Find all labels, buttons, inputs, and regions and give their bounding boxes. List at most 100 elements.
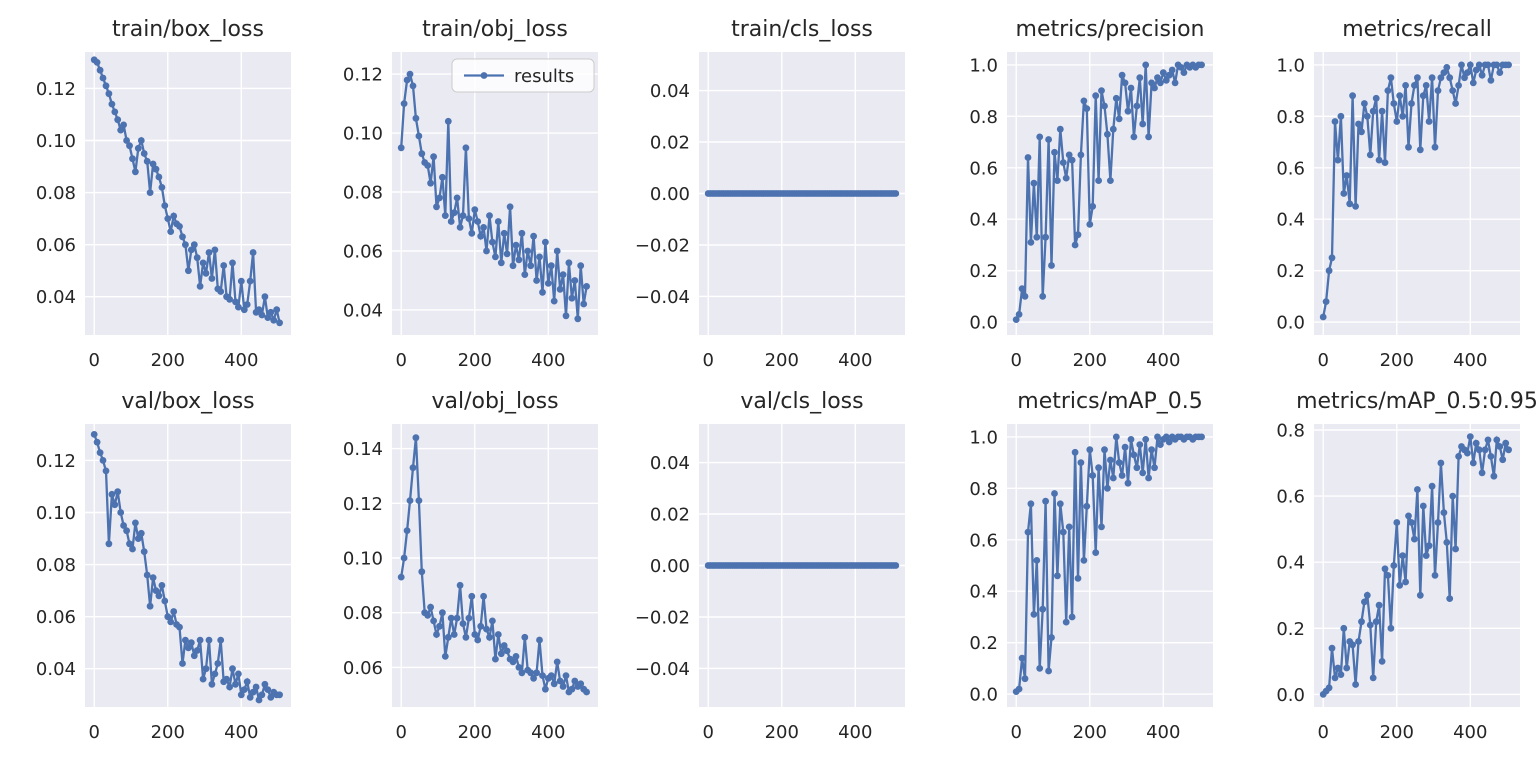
results-markers [90, 431, 283, 704]
x-tick-label: 200 [458, 722, 492, 743]
results-markers [1319, 61, 1512, 321]
x-tick-label: 200 [1072, 350, 1106, 371]
x-tick-label: 400 [1146, 350, 1180, 371]
y-tick-label: 1.0 [1276, 55, 1305, 76]
plot-title: train/obj_loss [422, 17, 568, 42]
plot-title: val/obj_loss [432, 389, 559, 414]
subplot-metrics-map-0-5-0-95: 0.0 0.2 0.4 0.6 0.8 0 200 400 metrics/mAP_0.5:0.… [1229, 384, 1536, 768]
y-tick-label: 0.2 [1276, 619, 1305, 640]
y-tick-label: 0.08 [343, 183, 383, 204]
x-tick-label: 400 [838, 722, 872, 743]
gridlines [1006, 424, 1213, 707]
x-tick-label: 0 [1010, 350, 1021, 371]
results-line [1322, 435, 1510, 696]
x-tick-label: 0 [1317, 722, 1328, 743]
x-tick-label: 0 [1317, 350, 1328, 371]
y-tick-label: 0.02 [650, 505, 690, 526]
gridlines [392, 424, 599, 707]
results-markers [90, 56, 283, 327]
y-tick-label: 0.00 [650, 556, 690, 577]
y-tick-label: 1.0 [969, 427, 998, 448]
y-tick-label: 0.0 [969, 313, 998, 334]
y-tick-label: 0.0 [1276, 685, 1305, 706]
x-tick-label: 400 [224, 350, 258, 371]
y-tick-label: 0.06 [36, 607, 76, 628]
results-markers [397, 434, 591, 696]
y-tick-label: 0.06 [343, 658, 383, 679]
x-tick-label: 0 [88, 722, 99, 743]
y-tick-label: 0.10 [36, 503, 76, 524]
results-markers [1012, 61, 1205, 323]
y-tick-label: 0.08 [343, 603, 383, 624]
x-tick-label: 0 [396, 722, 407, 743]
x-tick-label: 400 [1453, 350, 1487, 371]
y-tick-label: 0.02 [650, 133, 690, 154]
x-tick-label: 200 [151, 350, 185, 371]
axes-background [392, 424, 599, 707]
y-tick-label: 0.0 [1276, 313, 1305, 334]
plot-title: metrics/mAP_0.5:0.95 [1296, 389, 1536, 414]
subplot-metrics-map-0-5: 0.0 0.2 0.4 0.6 0.8 1.0 0 200 400 metrics/mAP_0.5 [922, 384, 1229, 768]
x-tick-label: 200 [1072, 722, 1106, 743]
chart-canvas: 0.04 0.06 0.08 0.10 0.12 0 200 400 val/box_loss [36, 389, 291, 743]
x-tick-label: 400 [531, 722, 565, 743]
y-tick-label: 0.10 [36, 131, 76, 152]
y-tick-label: 0.08 [36, 555, 76, 576]
gridlines [1313, 424, 1520, 707]
y-tick-label: 0.2 [1276, 261, 1305, 282]
results-markers [397, 70, 591, 323]
y-tick-label: −0.02 [635, 236, 690, 257]
y-tick-label: 0.6 [1276, 158, 1305, 179]
y-tick-label: 0.04 [36, 287, 76, 308]
legend: results [451, 58, 595, 93]
x-tick-label: 0 [703, 350, 714, 371]
x-tick-label: 0 [88, 350, 99, 371]
x-tick-label: 200 [765, 350, 799, 371]
x-tick-label: 400 [1453, 722, 1487, 743]
x-tick-label: 200 [1379, 350, 1413, 371]
legend-marker-dot [480, 72, 488, 79]
plot-title: metrics/precision [1015, 17, 1204, 42]
x-tick-label: 0 [396, 350, 407, 371]
y-tick-label: 0.14 [343, 439, 383, 460]
y-tick-label: 0.4 [969, 210, 998, 231]
results-markers [705, 562, 900, 569]
plot-title: train/box_loss [112, 17, 264, 42]
subplot-train-cls-loss: −0.04 −0.02 0.00 0.02 0.04 0 200 400 train/cls_l… [614, 0, 921, 384]
results-line [400, 437, 588, 695]
y-tick-label: 0.4 [1276, 210, 1305, 231]
y-tick-label: 0.2 [969, 633, 998, 654]
y-tick-label: 0.12 [36, 451, 76, 472]
x-tick-label: 200 [1379, 722, 1413, 743]
chart-canvas: 0.04 0.06 0.08 0.10 0.12 0 200 400 train/box_los… [36, 17, 291, 371]
results-line [400, 70, 588, 319]
y-tick-label: 0.10 [343, 124, 383, 145]
subplot-metrics-recall: 0.0 0.2 0.4 0.6 0.8 1.0 0 200 400 metrics/recall [1229, 0, 1536, 384]
axes-background [85, 52, 291, 335]
gridlines [85, 424, 291, 707]
y-tick-label: 0.4 [1276, 553, 1305, 574]
axes-background [1313, 424, 1520, 707]
y-tick-label: 0.2 [969, 261, 998, 282]
gridlines [1313, 52, 1520, 335]
chart-canvas: −0.04 −0.02 0.00 0.02 0.04 0 200 400 val/cls_los… [635, 389, 906, 743]
y-tick-label: 0.04 [650, 453, 690, 474]
plot-title: val/box_loss [121, 389, 254, 414]
x-tick-label: 400 [838, 350, 872, 371]
plot-title: val/cls_loss [741, 389, 864, 414]
subplot-val-box-loss: 0.04 0.06 0.08 0.10 0.12 0 200 400 val/box_loss [0, 384, 307, 768]
y-tick-label: 0.04 [36, 659, 76, 680]
y-tick-label: 0.4 [969, 582, 998, 603]
x-tick-label: 200 [765, 722, 799, 743]
results-line [93, 58, 281, 324]
y-tick-label: 0.12 [36, 79, 76, 100]
chart-canvas: 0.0 0.2 0.4 0.6 0.8 1.0 0 200 400 metrics/recall [1276, 17, 1520, 371]
y-tick-label: 0.04 [343, 300, 383, 321]
chart-canvas: 0.06 0.08 0.10 0.12 0.14 0 200 400 val/obj_loss [343, 389, 599, 743]
y-tick-label: 0.8 [969, 107, 998, 128]
subplot-metrics-precision: 0.0 0.2 0.4 0.6 0.8 1.0 0 200 400 metrics/precisi… [922, 0, 1229, 384]
y-tick-label: −0.04 [635, 659, 690, 680]
y-tick-label: 0.8 [1276, 107, 1305, 128]
legend-box [451, 58, 595, 93]
